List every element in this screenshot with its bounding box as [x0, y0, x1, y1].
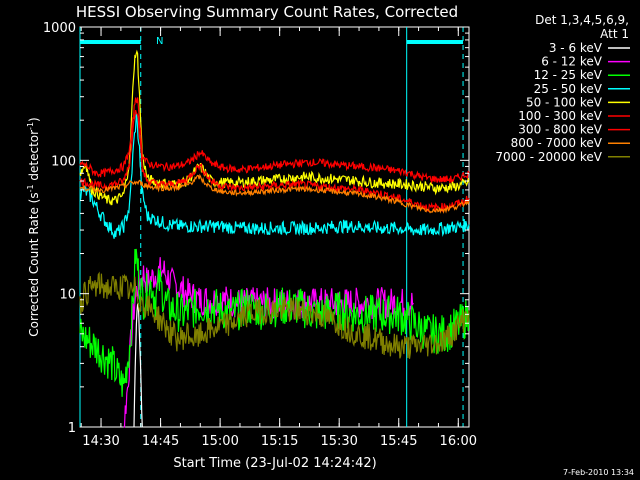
y-axis-label-sup2: -1	[26, 122, 35, 130]
x-axis-label: Start Time (23-Jul-02 14:24:42)	[173, 456, 376, 471]
x-tick-label: 14:30	[82, 434, 119, 449]
series-line	[133, 302, 143, 428]
x-tick-label: 14:45	[142, 434, 179, 449]
y-tick-label: 1000	[43, 21, 76, 36]
legend-header-line1: Det 1,3,4,5,6,9,	[535, 13, 629, 27]
legend-label: 12 - 25 keV	[534, 68, 603, 82]
night-flag-label: N	[156, 36, 163, 47]
x-tick-label: 15:00	[201, 434, 238, 449]
legend-label: 25 - 50 keV	[534, 82, 603, 96]
flag-bar	[406, 40, 464, 44]
legend-label: 50 - 100 keV	[526, 95, 603, 109]
y-axis-label-mid: detector	[27, 130, 41, 185]
y-tick-label: 10	[59, 288, 76, 303]
legend-label: 3 - 6 keV	[549, 41, 603, 55]
footer-timestamp: 7-Feb-2010 13:34	[563, 468, 634, 477]
series-line	[79, 97, 470, 185]
legend-label: 100 - 300 keV	[518, 109, 602, 123]
series-line	[79, 109, 470, 213]
legend-header-line2: Att 1	[600, 27, 629, 41]
flag-bar	[80, 40, 141, 44]
x-axis: 14:30 14:45 15:00 15:15 15:30 15:45 16:00	[80, 27, 477, 449]
y-tick-label: 1	[68, 421, 76, 436]
series-line	[79, 173, 470, 214]
y-axis-label-sup1: -1	[26, 184, 35, 192]
legend-label: 800 - 7000 keV	[511, 136, 603, 150]
series-layer	[79, 49, 470, 428]
x-tick-label: 15:30	[320, 434, 357, 449]
x-tick-label: 15:45	[380, 434, 417, 449]
series-line	[79, 49, 470, 206]
y-axis: 1 10 100 1000	[43, 21, 469, 436]
series-line	[79, 113, 470, 239]
flag-bars	[80, 40, 464, 44]
legend-label: 7000 - 20000 keV	[495, 150, 602, 164]
x-tick-label: 16:00	[440, 434, 477, 449]
series-line	[79, 271, 470, 359]
y-axis-label-end: )	[27, 117, 41, 122]
series-line	[79, 248, 470, 397]
y-axis-label-main: Corrected Count Rate (s	[27, 192, 41, 336]
legend-label: 6 - 12 keV	[541, 55, 603, 69]
y-axis-label: Corrected Count Rate (s-1 detector-1)	[26, 117, 41, 336]
legend-label: 300 - 800 keV	[518, 123, 602, 137]
chart-title: HESSI Observing Summary Count Rates, Cor…	[76, 3, 458, 21]
y-tick-label: 100	[51, 154, 76, 169]
x-tick-label: 15:15	[261, 434, 298, 449]
